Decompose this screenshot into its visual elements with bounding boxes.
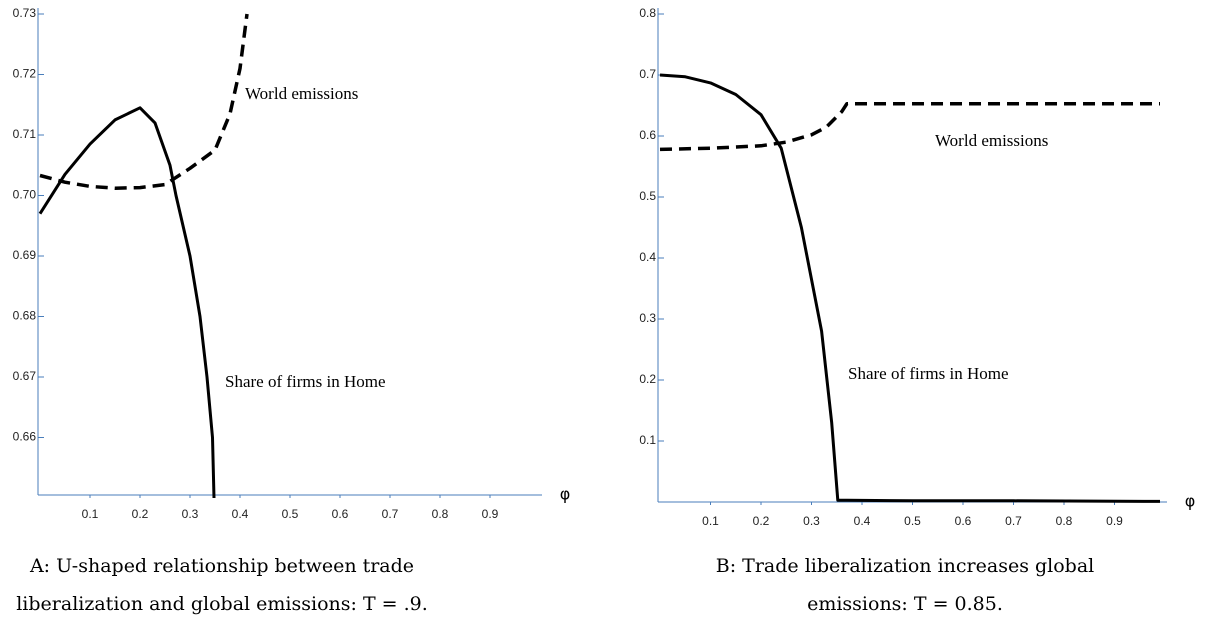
y-tick-label: 0.2 bbox=[639, 372, 656, 386]
caption: B: Trade liberalization increases global bbox=[716, 555, 1094, 577]
caption: liberalization and global emissions: T =… bbox=[16, 593, 428, 615]
series-line bbox=[39, 13, 249, 190]
series-line bbox=[659, 73, 1161, 503]
y-tick-label: 0.69 bbox=[13, 248, 37, 262]
series-label: Share of firms in Home bbox=[225, 372, 386, 391]
caption: A: U-shaped relationship between trade bbox=[29, 555, 414, 577]
x-tick-label: 0.9 bbox=[1106, 514, 1123, 528]
x-tick-label: 0.1 bbox=[82, 507, 99, 521]
y-tick-label: 0.4 bbox=[639, 250, 656, 264]
x-tick-label: 0.1 bbox=[702, 514, 719, 528]
x-tick-label: 0.6 bbox=[955, 514, 972, 528]
y-tick-label: 0.72 bbox=[13, 67, 37, 81]
series-label: World emissions bbox=[245, 84, 358, 103]
series-label: World emissions bbox=[935, 131, 1048, 150]
x-tick-label: 0.2 bbox=[753, 514, 770, 528]
y-tick-label: 0.67 bbox=[13, 369, 37, 383]
y-tick-label: 0.5 bbox=[639, 189, 656, 203]
x-tick-label: 0.7 bbox=[382, 507, 399, 521]
x-tick-label: 0.6 bbox=[332, 507, 349, 521]
y-tick-label: 0.6 bbox=[639, 128, 656, 142]
y-tick-label: 0.3 bbox=[639, 311, 656, 325]
x-tick-label: 0.2 bbox=[132, 507, 149, 521]
x-tick-label: 0.5 bbox=[282, 507, 299, 521]
y-tick-label: 0.71 bbox=[13, 127, 37, 141]
x-tick-label: 0.8 bbox=[432, 507, 449, 521]
x-axis-label: φ bbox=[1185, 492, 1196, 511]
y-tick-label: 0.1 bbox=[639, 433, 656, 447]
y-tick-label: 0.73 bbox=[13, 6, 37, 20]
y-tick-label: 0.8 bbox=[639, 6, 656, 20]
x-tick-label: 0.7 bbox=[1005, 514, 1022, 528]
series-label: Share of firms in Home bbox=[848, 364, 1009, 383]
x-tick-label: 0.5 bbox=[904, 514, 921, 528]
x-axis-label: φ bbox=[560, 485, 571, 504]
series-line bbox=[38, 106, 216, 499]
x-tick-label: 0.8 bbox=[1056, 514, 1073, 528]
caption: emissions: T = 0.85. bbox=[807, 593, 1003, 615]
y-tick-label: 0.7 bbox=[639, 67, 656, 81]
x-tick-label: 0.3 bbox=[803, 514, 820, 528]
x-tick-label: 0.9 bbox=[482, 507, 499, 521]
x-tick-label: 0.4 bbox=[232, 507, 249, 521]
x-tick-label: 0.3 bbox=[182, 507, 199, 521]
y-tick-label: 0.68 bbox=[13, 309, 37, 323]
series-line bbox=[659, 101, 1160, 152]
y-tick-label: 0.66 bbox=[13, 430, 37, 444]
y-tick-label: 0.70 bbox=[13, 188, 37, 202]
x-tick-label: 0.4 bbox=[854, 514, 871, 528]
